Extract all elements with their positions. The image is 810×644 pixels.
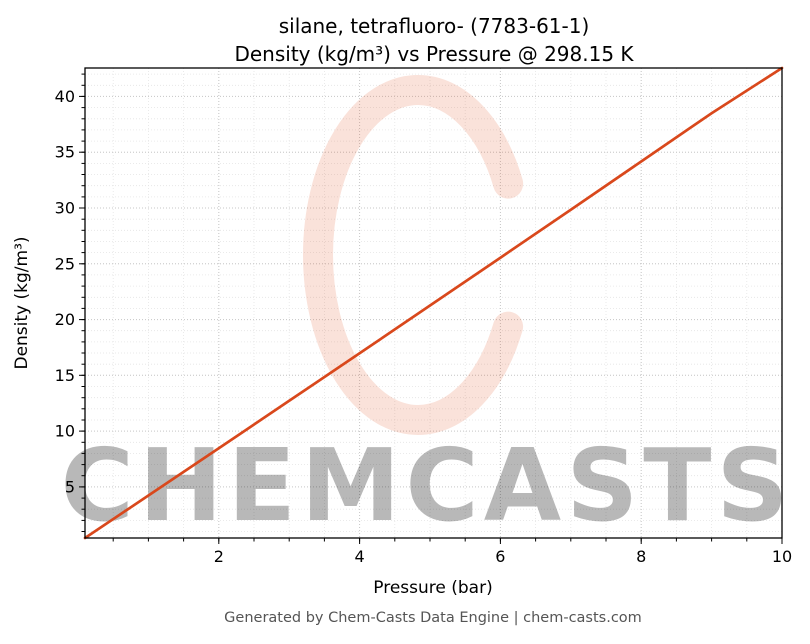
y-tick-label: 25 [55, 254, 75, 273]
y-tick-label: 5 [65, 477, 75, 496]
x-tick-label: 2 [214, 547, 224, 566]
x-tick-label: 10 [772, 547, 792, 566]
y-tick-label: 10 [55, 422, 75, 441]
chart-title-line2: Density (kg/m³) vs Pressure @ 298.15 K [234, 42, 634, 66]
x-tick-label: 4 [355, 547, 365, 566]
x-tick-label: 8 [636, 547, 646, 566]
y-tick-label: 35 [55, 143, 75, 162]
x-tick-label: 6 [495, 547, 505, 566]
watermark-layer: CHEMCASTS [61, 75, 794, 544]
watermark-logo-c-icon [303, 75, 533, 435]
grid-layer [85, 68, 783, 538]
y-tick-label: 40 [55, 87, 75, 106]
plot-border [84, 67, 783, 539]
watermark-text: CHEMCASTS [61, 427, 794, 544]
series-layer [83, 66, 784, 540]
density-vs-pressure-line [83, 66, 784, 540]
y-tick-label: 15 [55, 366, 75, 385]
axis-tick-layer [79, 73, 783, 544]
chart-title-line1: silane, tetrafluoro- (7783-61-1) [279, 14, 590, 38]
y-tick-label: 30 [55, 199, 75, 218]
footer-credit: Generated by Chem-Casts Data Engine | ch… [224, 610, 642, 626]
y-axis-label: Density (kg/m³) [12, 236, 32, 369]
tick-label-layer: 2 4 6 8 10 5 10 15 20 25 30 35 40 [55, 87, 793, 566]
x-axis-label: Pressure (bar) [373, 578, 492, 598]
y-tick-label: 20 [55, 310, 75, 329]
